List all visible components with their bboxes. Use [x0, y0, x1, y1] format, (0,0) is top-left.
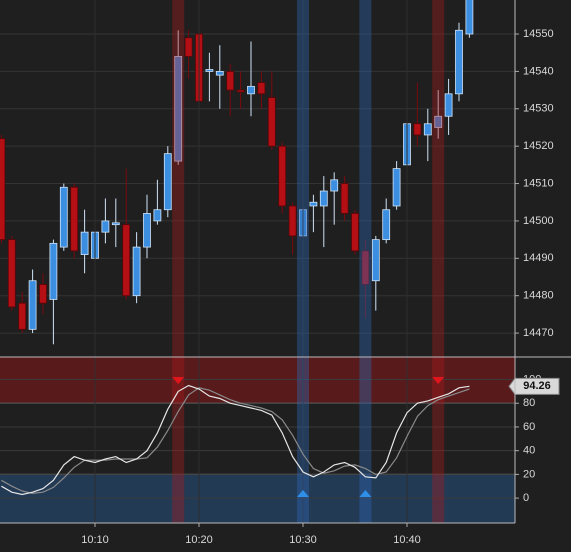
candle-body	[361, 250, 370, 285]
candle-body	[330, 179, 339, 192]
candle-body	[382, 209, 391, 241]
lines	[1, 384, 470, 496]
y-tick-label: 0	[523, 492, 529, 504]
candle-body	[309, 201, 318, 207]
candle-body	[111, 222, 120, 226]
candle-body	[340, 183, 349, 214]
sell-band	[432, 0, 445, 523]
candle-body	[215, 71, 224, 76]
candle-body	[423, 123, 432, 136]
candle-body	[39, 284, 47, 304]
last-value-badge	[508, 377, 560, 395]
candle-body	[236, 89, 245, 93]
candle-body	[257, 82, 266, 95]
x-tick-label: 10:20	[185, 534, 213, 546]
y-tick-label: 14500	[523, 215, 554, 227]
oscillator-line	[1, 384, 470, 496]
candle-body	[80, 231, 89, 255]
candle-body	[278, 145, 287, 207]
candle-body	[59, 186, 68, 248]
buy-marker	[359, 490, 372, 497]
candle-body	[0, 138, 6, 241]
y-tick-label: 14490	[523, 252, 554, 264]
candle-body	[319, 190, 328, 207]
y-tick-label: 20	[523, 468, 535, 480]
candle-body	[371, 239, 380, 282]
sell-marker	[172, 377, 185, 384]
candle-body	[143, 213, 151, 248]
candle-body	[288, 205, 297, 237]
candle-body	[70, 186, 79, 252]
candles	[0, 0, 474, 345]
y-tick-label: 40	[523, 445, 535, 457]
y-tick-label: 14520	[523, 140, 554, 152]
candle-body	[205, 69, 214, 72]
candle-body	[267, 97, 276, 147]
y-tick-label: 14510	[523, 177, 554, 189]
candle-body	[18, 302, 27, 330]
y-tick-label: 80	[523, 397, 535, 409]
overbought-zone	[0, 357, 515, 404]
x-tick-label: 10:10	[81, 534, 109, 546]
candle-body	[184, 37, 193, 57]
y-tick-label: 60	[523, 421, 535, 433]
candle-body	[247, 85, 255, 95]
x-tick-label: 10:40	[393, 534, 421, 546]
candle-body	[153, 209, 162, 222]
candle-body	[444, 93, 453, 117]
buy-band	[297, 0, 309, 523]
candle-body	[351, 213, 359, 252]
y-tick-label: 14530	[523, 103, 554, 115]
x-tick-label: 10:30	[289, 534, 317, 546]
candle-body	[7, 239, 16, 308]
candle-body	[163, 153, 172, 211]
candle-body	[28, 280, 37, 330]
sell-band	[172, 0, 185, 523]
y-tick-label: 14550	[523, 28, 554, 40]
candle-body	[101, 220, 110, 233]
candle-body	[465, 0, 474, 35]
candle-body	[49, 242, 58, 300]
candle-body	[434, 115, 443, 128]
candle-body	[392, 168, 401, 207]
y-tick-label: 14470	[523, 327, 554, 339]
last-value-label: 94.26	[523, 380, 551, 392]
buy-marker	[297, 490, 309, 497]
candle-body	[413, 123, 422, 136]
sell-marker	[432, 377, 445, 384]
candle-body	[132, 246, 141, 297]
candle-body	[455, 29, 463, 95]
buy-band	[359, 0, 372, 523]
oscillator-line	[1, 387, 470, 495]
oversold-zone	[0, 474, 515, 523]
candle-body	[122, 224, 131, 297]
y-tick-label: 14540	[523, 65, 554, 77]
candle-body	[174, 56, 183, 162]
candle-body	[226, 71, 235, 91]
y-tick-label: 14480	[523, 290, 554, 302]
